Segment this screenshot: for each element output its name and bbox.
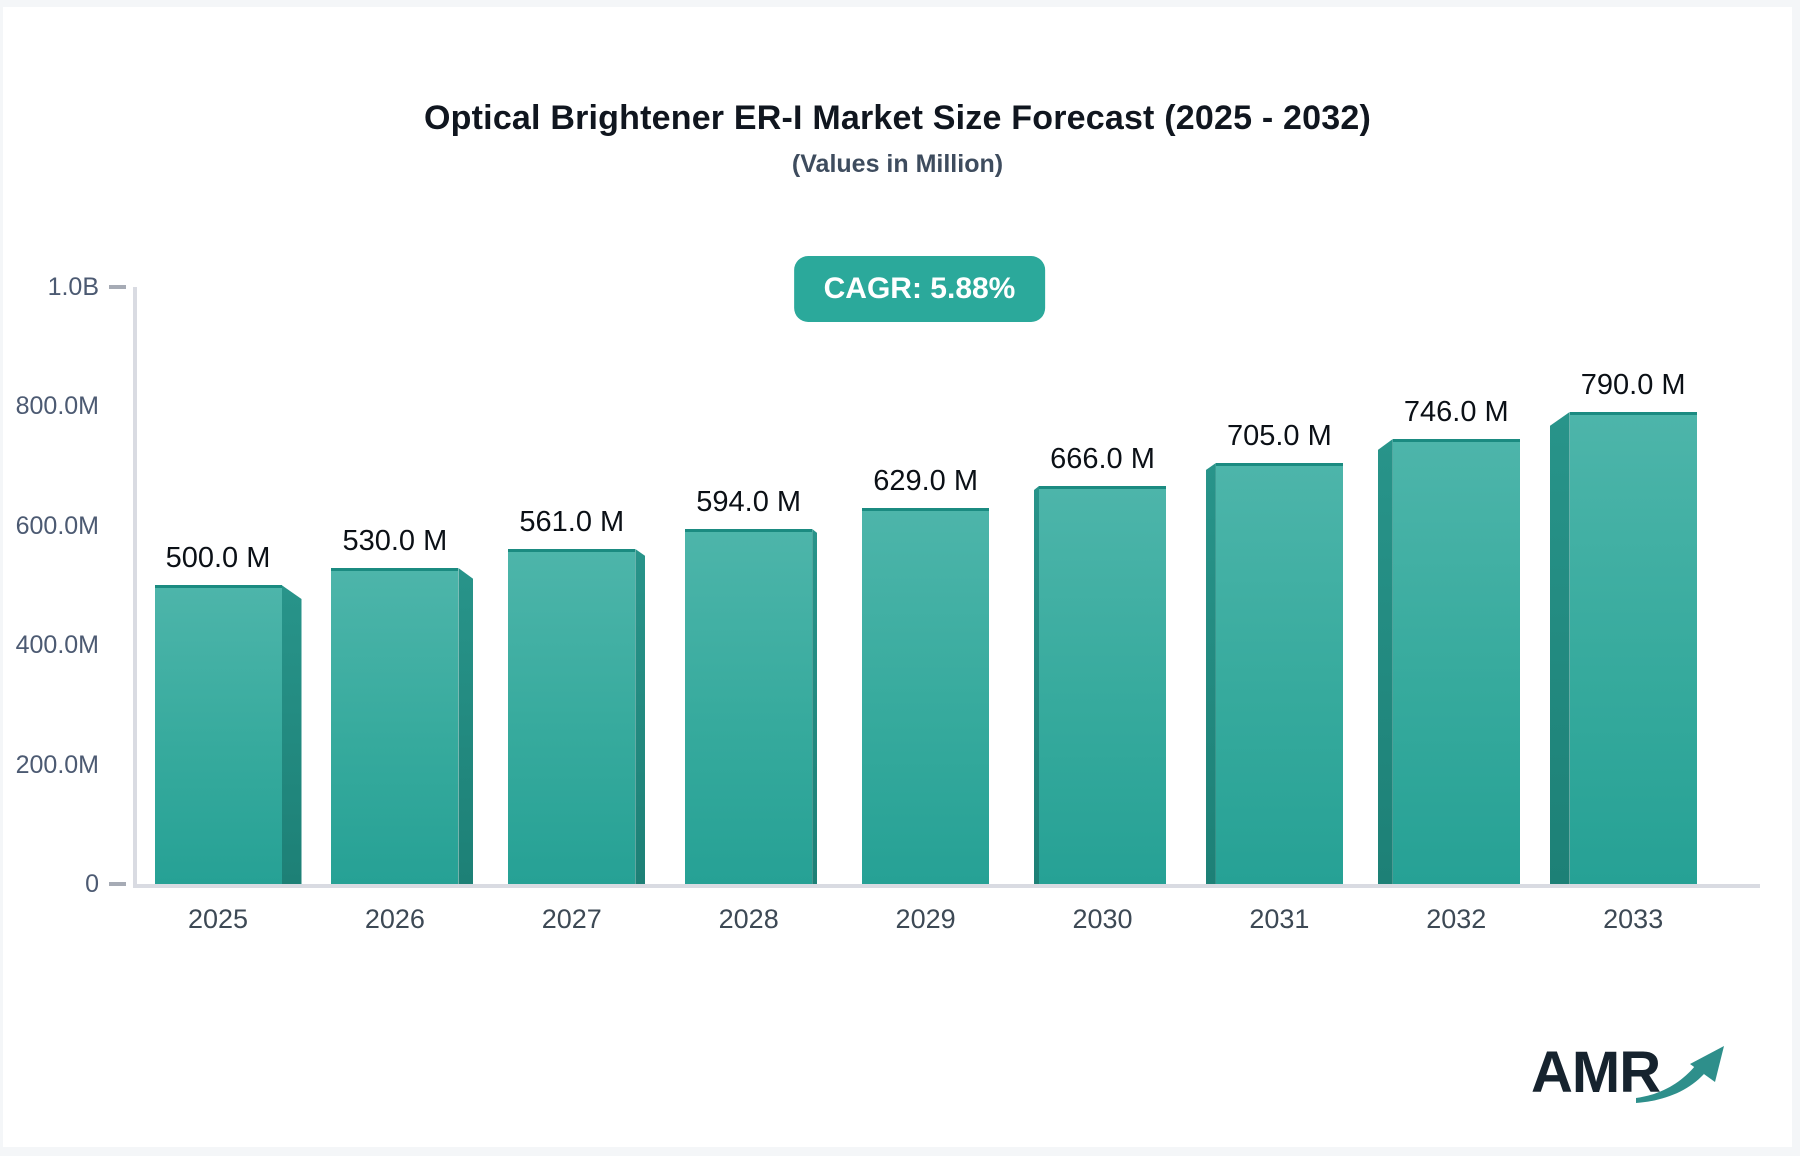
bar-2025: 500.0 M <box>154 542 302 884</box>
chart-subtitle: (Values in Million) <box>791 150 1004 178</box>
bar-value-label: 500.0 M <box>165 542 271 574</box>
bar-value-label: 530.0 M <box>342 525 448 557</box>
amr-logo-text: AMR <box>1531 1040 1661 1105</box>
bar-side-face <box>812 529 818 884</box>
bar-2026: 530.0 M <box>331 525 474 884</box>
x-axis-label: 2032 <box>1426 904 1487 934</box>
bar-side-face <box>281 585 302 884</box>
y-axis-tick <box>109 882 126 886</box>
chart-title: Optical Brightener ER-I Market Size Fore… <box>424 99 1371 137</box>
y-axis-label: 200.0M <box>15 750 99 779</box>
bar-side-face <box>635 549 646 884</box>
cagr-badge: CAGR: 5.88% <box>793 256 1046 322</box>
bar-value-label: 790.0 M <box>1580 369 1686 401</box>
y-axis-label: 600.0M <box>15 511 99 540</box>
bar-side-face <box>458 568 474 884</box>
plot-area: 1.0B 800.0M 600.0M 400.0M 200.0M 0 500.0 M 2025… <box>16 273 1760 934</box>
chart-card: Optical Brightener ER-I Market Size Fore… <box>3 7 1792 1147</box>
x-axis-label: 2031 <box>1249 904 1310 934</box>
bar-2029: 629.0 M <box>862 465 990 884</box>
bar-value-label: 666.0 M <box>1050 443 1155 475</box>
bar-value-label: 705.0 M <box>1226 420 1332 452</box>
bar-side-face <box>1034 486 1039 884</box>
y-axis-label: 400.0M <box>15 631 99 660</box>
x-axis-label: 2033 <box>1603 904 1664 934</box>
x-axis-label: 2030 <box>1072 904 1133 934</box>
y-axis-tick <box>109 285 126 289</box>
x-axis-label: 2027 <box>541 904 602 934</box>
x-axis-label: 2028 <box>718 904 779 934</box>
x-axis-label: 2025 <box>187 904 249 934</box>
y-axis-label: 0 <box>85 870 99 898</box>
y-axis-label: 800.0M <box>15 392 99 421</box>
bar-side-face <box>1549 412 1570 884</box>
bar-value-label: 594.0 M <box>696 486 802 518</box>
bar-value-label: 561.0 M <box>519 506 625 538</box>
bar-side-face <box>1377 439 1393 884</box>
bar-side-face <box>1205 463 1216 884</box>
bar-2032: 746.0 M <box>1377 396 1520 884</box>
bar-2028: 594.0 M <box>685 486 818 884</box>
bar-2027: 561.0 M <box>508 506 646 884</box>
bar-2030: 666.0 M <box>1034 443 1166 884</box>
bar-value-label: 746.0 M <box>1403 396 1509 428</box>
y-axis-label: 1.0B <box>47 273 99 301</box>
bar-2033: 790.0 M <box>1549 369 1697 884</box>
x-axis-label: 2029 <box>895 904 956 934</box>
amr-logo: AMR <box>1531 1039 1724 1119</box>
bar-2031: 705.0 M <box>1205 420 1343 884</box>
growth-arrow-icon <box>1636 1046 1724 1103</box>
bar-value-label: 629.0 M <box>873 465 978 497</box>
x-axis-label: 2026 <box>364 904 425 934</box>
